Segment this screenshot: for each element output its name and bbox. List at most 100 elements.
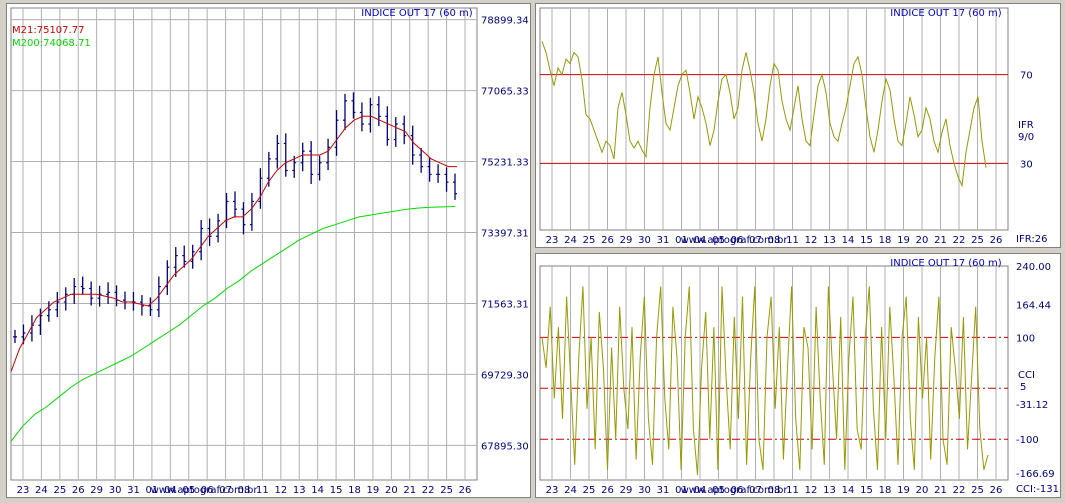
x-tick-label: 25: [971, 485, 984, 496]
y-tick-label: 70: [1020, 71, 1033, 82]
x-tick-label: 25: [440, 485, 453, 496]
x-tick-label: 05: [712, 485, 725, 496]
indicator-name: IFR: [1018, 120, 1034, 131]
watermark: www.aptograf.com.br: [151, 485, 259, 496]
x-tick-label: 22: [953, 485, 966, 496]
ifr-line: [541, 41, 987, 188]
x-tick-label: 26: [601, 235, 614, 246]
x-tick-label: 08: [238, 485, 251, 496]
x-tick-label: 18: [348, 485, 361, 496]
x-tick-label: 15: [330, 485, 343, 496]
watermark: www.aptograf.com.br: [681, 235, 789, 246]
x-tick-label: 19: [897, 235, 910, 246]
y-tick-label: 75231.33: [481, 158, 529, 169]
x-tick-label: 04: [694, 235, 707, 246]
x-tick-label: 29: [620, 235, 633, 246]
legend-entry: M21:75107.77: [12, 25, 84, 36]
x-tick-label: 11: [786, 235, 799, 246]
x-tick-label: 19: [897, 485, 910, 496]
x-tick-label: 26: [459, 485, 472, 496]
x-tick-label: 11: [786, 485, 799, 496]
x-tick-label: 01: [146, 485, 159, 496]
x-tick-label: 20: [916, 235, 929, 246]
x-tick-label: 25: [583, 485, 596, 496]
x-tick-label: 13: [823, 235, 836, 246]
x-tick-label: 05: [712, 235, 725, 246]
indicator-param: 5: [1020, 382, 1026, 393]
x-tick-label: 07: [749, 235, 762, 246]
x-tick-label: 30: [638, 485, 651, 496]
x-tick-label: 07: [749, 485, 762, 496]
x-tick-label: 06: [201, 485, 214, 496]
x-tick-label: 26: [601, 485, 614, 496]
x-tick-label: 26: [990, 235, 1003, 246]
x-tick-label: 20: [385, 485, 398, 496]
x-tick-label: 06: [731, 485, 744, 496]
x-tick-label: 13: [823, 485, 836, 496]
y-tick-label: 30: [1020, 159, 1033, 170]
y-tick-label: 69729.30: [481, 370, 529, 381]
x-tick-label: 14: [842, 485, 855, 496]
y-tick-label: 73397.31: [481, 228, 529, 239]
x-tick-label: 22: [422, 485, 435, 496]
x-tick-label: 25: [53, 485, 66, 496]
x-tick-label: 29: [90, 485, 103, 496]
x-tick-label: 15: [860, 485, 873, 496]
x-tick-label: 31: [127, 485, 140, 496]
x-tick-label: 31: [657, 485, 670, 496]
watermark: www.aptograf.com.br: [681, 485, 789, 496]
x-tick-label: 12: [274, 485, 287, 496]
x-tick-label: 18: [879, 235, 892, 246]
x-tick-label: 31: [657, 235, 670, 246]
x-tick-label: 08: [768, 485, 781, 496]
cci-line: [541, 286, 989, 475]
x-tick-label: 14: [842, 235, 855, 246]
chart-title: INDICE OUT 17 (60 m): [890, 258, 1001, 269]
indicator-name: CCI: [1018, 370, 1035, 381]
cci-panel: 23 24 25 26 29 30 31 01 04 05 06 07 08 11 12 13 14 15 18 19…: [535, 253, 1061, 498]
y-tick-label: -31.12: [1016, 400, 1048, 411]
indicator-param: 9/0: [1018, 132, 1034, 143]
x-tick-label: 11: [256, 485, 269, 496]
x-tick-label: 26: [72, 485, 85, 496]
x-tick-label: 29: [620, 485, 633, 496]
x-tick-label: 24: [35, 485, 48, 496]
x-tick-label: 04: [694, 485, 707, 496]
x-tick-label: 14: [311, 485, 324, 496]
x-tick-label: 13: [293, 485, 306, 496]
x-tick-label: 18: [879, 485, 892, 496]
y-tick-label: 78899.34: [481, 16, 529, 27]
last-value: IFR:26: [1016, 234, 1047, 245]
x-tick-label: 21: [403, 485, 416, 496]
x-tick-label: 21: [934, 235, 947, 246]
chart-title: INDICE OUT 17 (60 m): [890, 8, 1001, 19]
x-tick-label: 06: [731, 235, 744, 246]
x-tick-label: 15: [860, 235, 873, 246]
x-tick-label: 30: [638, 235, 651, 246]
x-tick-label: 25: [583, 235, 596, 246]
x-tick-label: 24: [564, 235, 577, 246]
x-tick-label: 20: [916, 485, 929, 496]
y-tick-label: 71563.31: [481, 299, 529, 310]
x-tick-label: 08: [768, 235, 781, 246]
y-tick-label: 240.00: [1016, 262, 1051, 273]
x-tick-label: 19: [367, 485, 380, 496]
y-tick-label: 100: [1016, 333, 1035, 344]
y-tick-label: 67895.30: [481, 441, 529, 452]
y-tick-label: -166.69: [1016, 469, 1055, 480]
ifr-chart: 23 24 25 26 29 30 31 01 04 05 06 07 08 11 12 13 14 15 18 19…: [539, 7, 1047, 246]
price-chart: 23 24 25 26 29 30 31 01 04 05 06 07 08 11 12 13 14 15 18 19…: [10, 7, 529, 496]
x-tick-label: 12: [805, 485, 818, 496]
x-tick-label: 25: [971, 235, 984, 246]
x-tick-label: 24: [564, 485, 577, 496]
x-tick-label: 22: [953, 235, 966, 246]
x-tick-label: 01: [675, 485, 688, 496]
y-tick-label: 77065.33: [481, 87, 529, 98]
x-tick-label: 07: [219, 485, 232, 496]
x-tick-label: 21: [934, 485, 947, 496]
x-tick-label: 26: [990, 485, 1003, 496]
ma200-line: [10, 206, 456, 442]
x-tick-label: 23: [546, 485, 559, 496]
price-panel: 23 24 25 26 29 30 31 01 04 05 06 07 08 11 12 13 14 15 18 19…: [6, 3, 531, 498]
x-tick-label: 12: [805, 235, 818, 246]
